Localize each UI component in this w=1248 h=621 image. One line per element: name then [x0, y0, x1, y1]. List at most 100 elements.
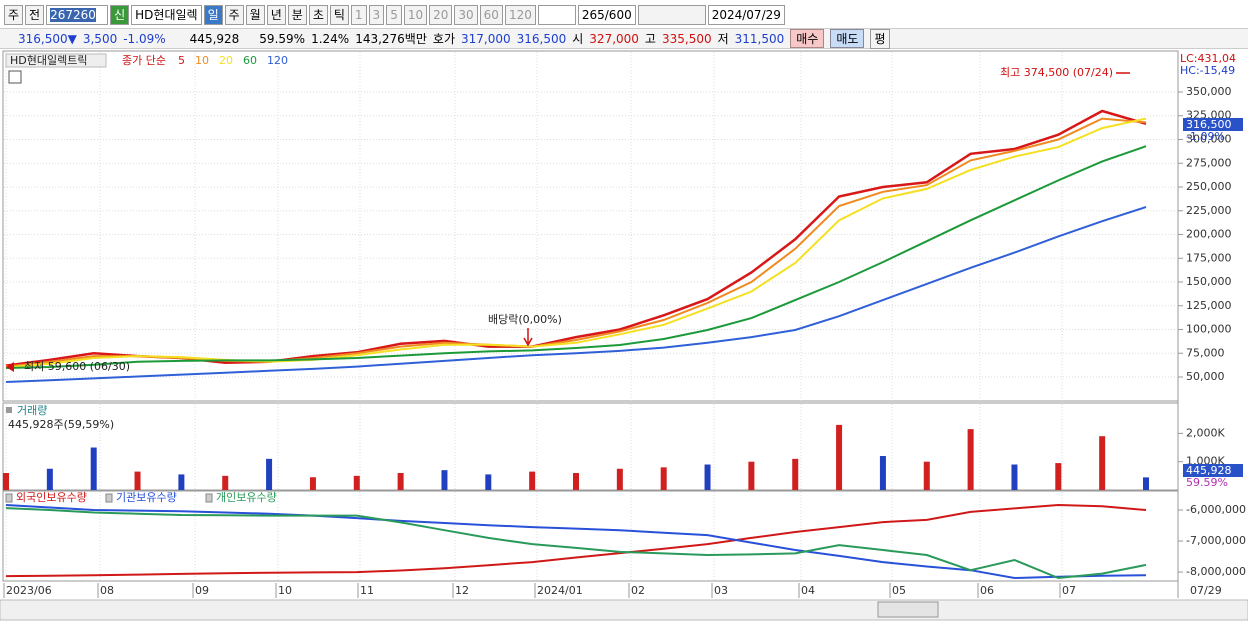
button[interactable]: 120: [504, 5, 536, 25]
button[interactable]: 10: [403, 5, 428, 25]
button[interactable]: 전: [25, 5, 45, 25]
quote-bar: 316,500▼ 3,500 -1.09% 445,928 59.59% 1.2…: [0, 28, 1248, 49]
y-tick-label: 125,000: [1186, 299, 1232, 312]
volume-bar: [266, 458, 273, 490]
y-tick-label: 175,000: [1186, 251, 1232, 264]
x-tick-label: 07: [1062, 584, 1076, 597]
price-box: [1183, 118, 1243, 131]
annotation-high: 최고 374,500 (07/24): [1000, 66, 1113, 79]
pane-icon: [6, 407, 12, 413]
series-line: [5, 145, 1147, 369]
scrollbar[interactable]: [0, 599, 1248, 621]
tool-icons[interactable]: [637, 5, 706, 25]
button[interactable]: 초: [308, 5, 328, 25]
button[interactable]: 주: [224, 5, 244, 25]
x-tick-label: 03: [714, 584, 728, 597]
y-tick-label: 75,000: [1186, 346, 1225, 359]
x-tick-label: 12: [455, 584, 469, 597]
volume-bar: [879, 456, 886, 490]
volume-bar: [792, 458, 799, 490]
volume-bar: [704, 464, 711, 490]
x-tick-label: 10: [278, 584, 292, 597]
volume-bar: [836, 424, 843, 490]
y-tick-label: 200,000: [1186, 228, 1232, 241]
x-tick-label: 05: [892, 584, 906, 597]
label: 호가: [432, 32, 455, 46]
name-box[interactable]: HD현대일렉: [131, 5, 202, 25]
volume-bar: [3, 473, 9, 490]
volume-bar: [222, 475, 229, 490]
volume-bar: [660, 467, 667, 490]
button[interactable]: 20: [429, 5, 453, 25]
legend-entry: 20: [219, 54, 233, 67]
volume-rate: 59.59%: [259, 31, 306, 46]
button[interactable]: 30: [454, 5, 478, 25]
button[interactable]: 년: [266, 5, 286, 25]
date-input[interactable]: 2024/07/29: [707, 5, 785, 25]
current-volume: 445,928: [1186, 464, 1232, 477]
calc-icon: [8, 70, 22, 84]
toolbar: 주 전 267260 신 HD현대일렉 일 주 월 년 분 초 틱 1 3 5 …: [0, 3, 1248, 27]
volume-bar: [178, 474, 185, 490]
count-input[interactable]: 265/600: [577, 5, 636, 25]
volume-bar: [485, 474, 492, 490]
annotation-low: 최저 59,600 (06/30): [24, 360, 130, 373]
y-tick-label: -8,000,000: [1186, 565, 1246, 578]
label: 저: [717, 32, 729, 46]
dropdown[interactable]: [537, 5, 576, 25]
legend-label: 종가 단순: [122, 54, 166, 67]
scroll-buttons[interactable]: [877, 601, 939, 618]
amount: 143,276백만: [355, 32, 427, 46]
button[interactable]: 1: [350, 5, 367, 25]
buy-button[interactable]: 매수: [790, 29, 825, 48]
high: 335,500: [661, 31, 712, 46]
button[interactable]: 일: [203, 5, 223, 25]
bid: 316,500: [516, 31, 567, 46]
legend-icon: [105, 493, 113, 503]
button[interactable]: 분: [287, 5, 307, 25]
volume-bar: [573, 473, 579, 490]
series-line: [5, 504, 1147, 580]
price-pane: [2, 50, 1179, 402]
button[interactable]: 주: [4, 5, 24, 25]
title: 거래량: [17, 404, 47, 417]
price: 316,500▼: [18, 31, 77, 46]
button[interactable]: 평: [870, 28, 890, 49]
legend-entry: 10: [195, 54, 209, 67]
volume-bar: [967, 429, 974, 490]
legend-entry: 60: [243, 54, 257, 67]
button[interactable]: 틱: [329, 5, 349, 25]
low: 311,500: [734, 31, 785, 46]
x-tick-label: 06: [980, 584, 994, 597]
volume: 445,928: [189, 31, 240, 46]
x-current: 07/29: [1190, 584, 1222, 597]
volume-bar: [748, 461, 755, 490]
volume-bar: [616, 468, 623, 490]
x-tick-label: 08: [100, 584, 114, 597]
x-tick-label: 09: [195, 584, 209, 597]
code-input[interactable]: 267260: [46, 5, 109, 25]
title-box: [5, 53, 107, 68]
series-line: [5, 117, 1147, 369]
legend-entry: 5: [178, 54, 185, 67]
button[interactable]: 신: [110, 5, 130, 25]
x-tick-label: 11: [360, 584, 374, 597]
volume-bar: [353, 475, 360, 490]
volume-bar: [46, 468, 53, 490]
volume-bar: [1055, 463, 1062, 490]
y-tick-label: -7,000,000: [1186, 534, 1246, 547]
annotation-event: 배당락(0,00%): [488, 313, 562, 326]
code: 267260: [50, 8, 96, 22]
y-tick-label: 100,000: [1186, 323, 1232, 336]
volume-bar: [1099, 436, 1106, 490]
button[interactable]: 60: [479, 5, 503, 25]
sell-button[interactable]: 매도: [830, 29, 865, 48]
turnover: 1.24%: [311, 31, 350, 46]
label: 시: [572, 32, 584, 46]
button[interactable]: 월: [245, 5, 265, 25]
x-tick-label: 2024/01: [537, 584, 583, 597]
button[interactable]: 3: [368, 5, 385, 25]
button[interactable]: 5: [386, 5, 402, 25]
